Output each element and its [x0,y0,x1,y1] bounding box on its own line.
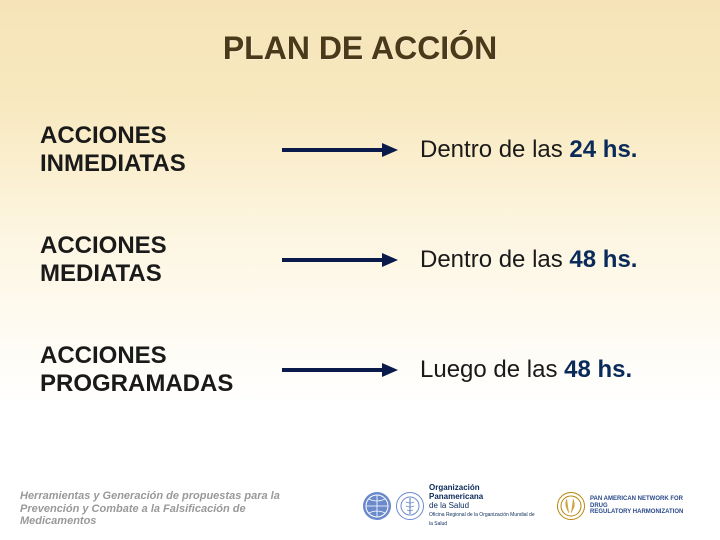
paho-line2: Panamericana [429,492,483,501]
footer-left-text: Herramientas y Generación de propuestas … [20,490,280,528]
arrow-icon [280,250,400,270]
timeframe-hours: 48 hs. [569,246,637,273]
row-timeframe: Dentro de las 48 hs. [410,246,680,274]
label-line2: MEDIATAS [40,260,162,287]
label-line1: ACCIONES [40,122,167,149]
label-line1: ACCIONES [40,232,167,259]
row-label: ACCIONES MEDIATAS [40,232,270,287]
slide-title: PLAN DE ACCIÓN [0,30,720,67]
paho-logo-text: Organización Panamericana de la Salud Of… [429,484,539,528]
row-timeframe: Dentro de las 24 hs. [410,136,680,164]
panrh-logo-text: PAN AMERICAN NETWORK FOR DRUG REGULATORY… [590,496,700,516]
paho-line1: Organización [429,483,480,492]
label-line1: ACCIONES [40,342,167,369]
paho-globe-icon [363,492,391,520]
row-label: ACCIONES PROGRAMADAS [40,342,270,397]
panrh-logo: PAN AMERICAN NETWORK FOR DRUG REGULATORY… [557,492,700,520]
timeframe-prefix: Dentro de las [420,246,569,273]
who-caduceus-icon [396,492,424,520]
action-row-programmed: ACCIONES PROGRAMADAS Luego de las 48 hs. [40,340,680,400]
footer-logos: Organización Panamericana de la Salud Of… [363,484,700,528]
arrow-cell [270,140,410,160]
action-row-immediate: ACCIONES INMEDIATAS Dentro de las 24 hs. [40,120,680,180]
timeframe-prefix: Luego de las [420,356,564,383]
label-line2: INMEDIATAS [40,150,186,177]
arrow-icon [280,360,400,380]
panrh-map-icon [557,492,585,520]
action-row-mediate: ACCIONES MEDIATAS Dentro de las 48 hs. [40,230,680,290]
row-label: ACCIONES INMEDIATAS [40,122,270,177]
row-timeframe: Luego de las 48 hs. [410,356,680,384]
paho-sub: Oficina Regional de la Organización Mund… [429,512,535,527]
panrh-line2: REGULATORY HARMONIZATION [590,509,683,515]
timeframe-hours: 48 hs. [564,356,632,383]
label-line2: PROGRAMADAS [40,370,233,397]
arrow-cell [270,250,410,270]
content-area: ACCIONES INMEDIATAS Dentro de las 24 hs.… [40,120,680,450]
paho-logo: Organización Panamericana de la Salud Of… [363,484,539,528]
arrow-icon [280,140,400,160]
panrh-line1: PAN AMERICAN NETWORK FOR DRUG [590,496,683,509]
paho-line3: de la Salud [429,501,469,510]
timeframe-hours: 24 hs. [569,136,637,163]
footer: Herramientas y Generación de propuestas … [20,468,700,528]
arrow-cell [270,360,410,380]
timeframe-prefix: Dentro de las [420,136,569,163]
